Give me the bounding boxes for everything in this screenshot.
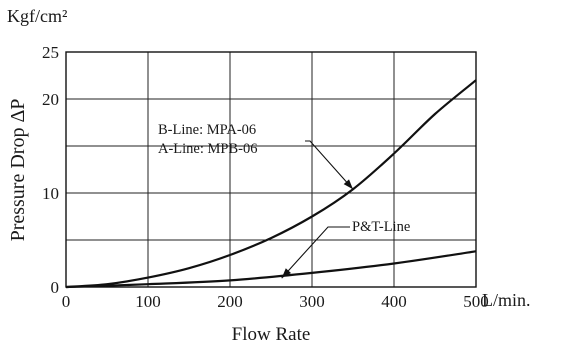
leader-b-a-line	[305, 140, 354, 190]
x-tick-label: 0	[62, 292, 71, 311]
x-axis-unit: L/min.	[482, 290, 531, 310]
curves	[65, 79, 477, 289]
y-tick-label: 25	[42, 43, 59, 62]
curve-b-a-line	[65, 79, 477, 289]
annotations: B-Line: MPA-06 A-Line: MPB-06 P&T-Line	[158, 122, 410, 279]
grid	[66, 52, 476, 287]
x-tick-label: 500	[463, 292, 489, 311]
annotation-pt-line: P&T-Line	[352, 219, 410, 235]
x-tick-label: 300	[299, 292, 325, 311]
annotation-a-line: A-Line: MPB-06	[158, 141, 257, 157]
leader-pt-line-head	[281, 268, 291, 279]
y-axis-label: Pressure Drop ΔP	[7, 99, 29, 242]
annotation-b-line: B-Line: MPA-06	[158, 122, 256, 138]
x-tick-label: 200	[217, 292, 243, 311]
x-tick-label: 100	[135, 292, 161, 311]
y-axis-unit: Kgf/cm²	[7, 6, 67, 26]
y-tick-label: 10	[42, 184, 59, 203]
x-tick-label: 400	[381, 292, 407, 311]
curve-pt-line	[65, 250, 477, 289]
plot-frame	[65, 51, 477, 288]
leader-pt-line	[281, 226, 350, 279]
y-tick-label: 20	[42, 90, 59, 109]
y-tick-label: 0	[51, 278, 60, 297]
tick-labels: 0 100 200 300 400 500 0 10 20 25	[42, 43, 489, 311]
x-axis-label: Flow Rate	[232, 324, 311, 345]
leader-b-a-line-head	[343, 179, 353, 190]
